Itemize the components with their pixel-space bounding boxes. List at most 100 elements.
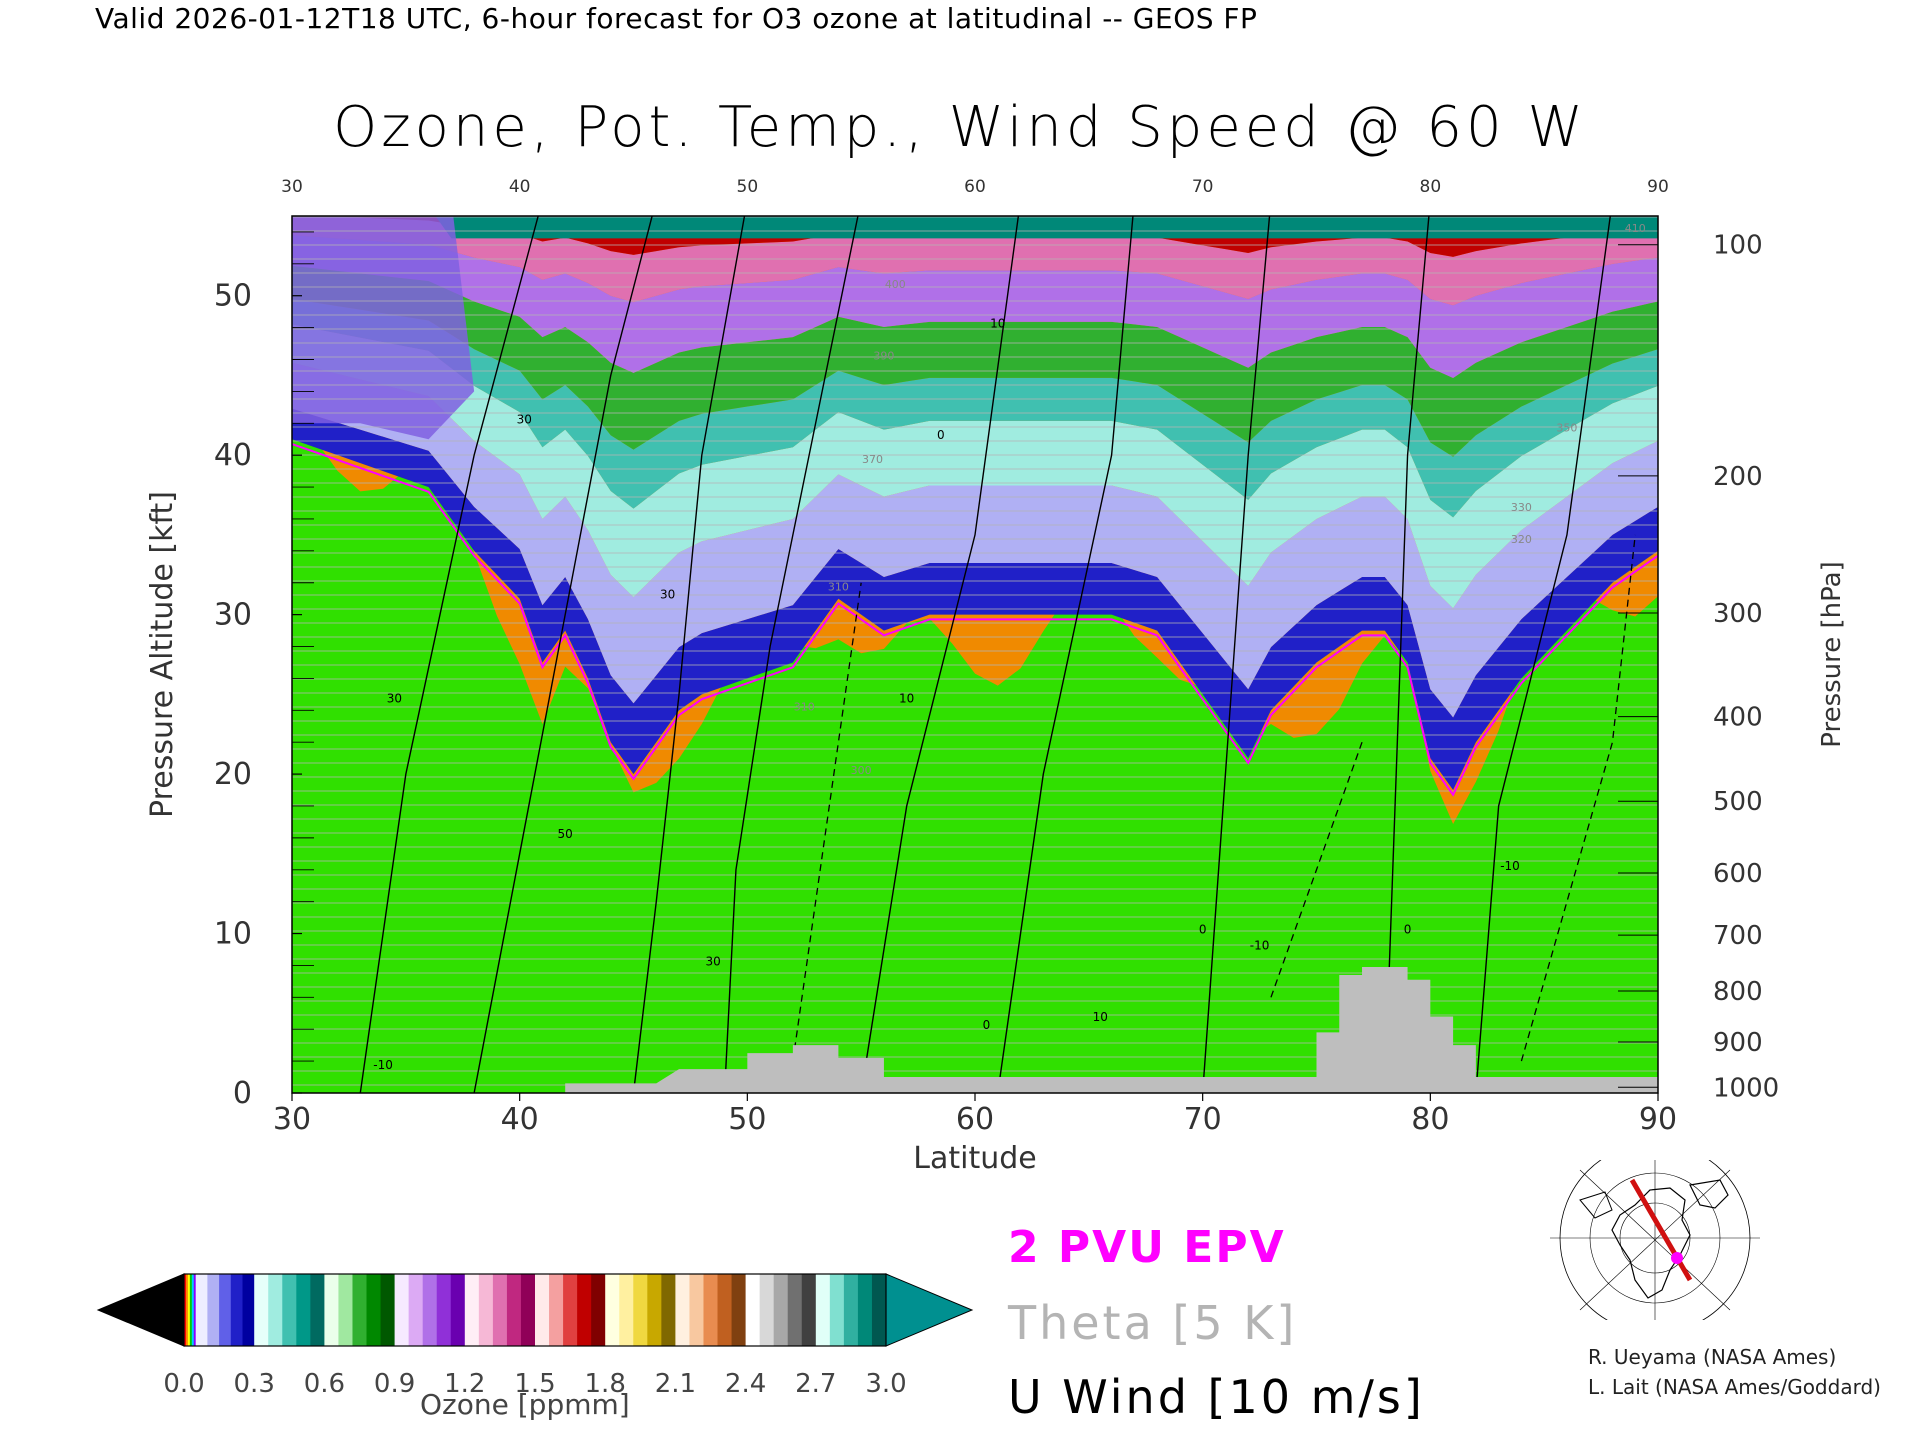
x-tick-label: 70 (1184, 1102, 1222, 1137)
colorbar-swatch (857, 1274, 873, 1346)
chart-title: Ozone, Pot. Temp., Wind Speed @ 60 W (333, 95, 1587, 160)
credit-line-1: R. Ueyama (NASA Ames) (1588, 1345, 1837, 1369)
u-wind-label: -10 (1500, 859, 1520, 873)
theta-label: 310 (794, 700, 815, 713)
colorbar-swatch (219, 1274, 232, 1346)
colorbar-swatch (242, 1274, 255, 1346)
colorbar-tick-label: 1.2 (444, 1369, 485, 1399)
u-wind-negative-contour (792, 582, 862, 1062)
y-tick-label: 10 (214, 917, 252, 952)
y-tick-label: 40 (214, 438, 252, 473)
pressure-tick-label: 700 (1713, 921, 1763, 951)
u-wind-contour (997, 216, 1134, 1093)
colorbar-over-arrow (885, 1273, 974, 1347)
colorbar-swatch (436, 1274, 452, 1346)
x-tick-label: 60 (956, 1102, 994, 1137)
u-wind-label: 10 (990, 317, 1005, 331)
colorbar-swatch (189, 1274, 193, 1346)
section-marker (1671, 1252, 1683, 1264)
section-line (1629, 1178, 1693, 1282)
colorbar-swatch (773, 1274, 789, 1346)
u-wind-contour (632, 216, 746, 1093)
colorbar-swatch (563, 1274, 578, 1346)
colorbar-swatch (338, 1274, 353, 1346)
u-wind-contour (359, 216, 539, 1093)
colorbar-swatch (801, 1274, 817, 1346)
colorbar-tick-label: 0.9 (374, 1369, 415, 1399)
colorbar-swatch (352, 1274, 368, 1346)
colorbar-swatch (195, 1274, 208, 1346)
colorbar-swatch (254, 1274, 269, 1346)
x-top-tick-label: 40 (509, 177, 531, 197)
theta-contours (292, 216, 1658, 1093)
u-wind-contour (1475, 216, 1612, 1093)
colorbar-swatch (605, 1274, 620, 1346)
colorbar-tick-label: 2.1 (655, 1369, 696, 1399)
x-tick-label: 80 (1411, 1102, 1449, 1137)
x-tick-label: 50 (728, 1102, 766, 1137)
theta-label: 350 (1556, 421, 1577, 434)
x-top-tick-label: 30 (281, 177, 303, 197)
u-wind-label: 0 (1199, 923, 1207, 937)
colorbar-swatch (478, 1274, 494, 1346)
colorbar-swatch (535, 1274, 550, 1346)
u-wind-label: 30 (387, 691, 402, 705)
theta-label: 310 (828, 581, 849, 594)
x-tick-label: 30 (273, 1102, 311, 1137)
colorbar-swatch (549, 1274, 564, 1346)
colorbar-swatch (829, 1274, 845, 1346)
pressure-tick-label: 600 (1713, 859, 1763, 889)
u-wind-label: -10 (373, 1058, 393, 1072)
colorbar-under-arrow (96, 1273, 185, 1347)
colorbar-tick-label: 1.5 (514, 1369, 555, 1399)
colorbar-tick-label: 3.0 (865, 1369, 906, 1399)
u-wind-label: 10 (899, 691, 914, 705)
theta-label: 390 (873, 350, 894, 363)
pressure-tick-label: 300 (1713, 599, 1763, 629)
pressure-tick-label: 900 (1713, 1028, 1763, 1058)
y-tick-label: 0 (233, 1076, 252, 1111)
u-wind-contour (1384, 216, 1430, 1093)
theta-label: 370 (862, 453, 883, 466)
colorbar-frame (183, 1273, 887, 1347)
ozone-field (292, 216, 1658, 1093)
colorbar-swatch (207, 1274, 220, 1346)
colorbar-swatch (230, 1274, 243, 1346)
colorbar-swatch (787, 1274, 803, 1346)
colorbar-swatch (703, 1274, 719, 1346)
colorbar-swatch (871, 1274, 887, 1346)
x-top-tick-label: 60 (964, 177, 986, 197)
theta-label: 400 (885, 278, 906, 291)
topography (292, 967, 1658, 1093)
y-axis-label: Pressure Altitude [kft] (145, 491, 180, 818)
y2-axis-label: Pressure [hPa] (1817, 561, 1847, 748)
colorbar-swatch (843, 1274, 859, 1346)
colorbar-swatch (577, 1274, 592, 1346)
x-tick-label: 40 (501, 1102, 539, 1137)
x-tick-label: 90 (1639, 1102, 1677, 1137)
colorbar-swatch (193, 1274, 197, 1346)
theta-label: 410 (1625, 222, 1646, 235)
colorbar-swatch (185, 1274, 189, 1346)
u-wind-label: 0 (937, 428, 945, 442)
colorbar-swatch (394, 1274, 410, 1346)
u-wind-label: 0 (983, 1018, 991, 1032)
colorbar-swatch (366, 1274, 382, 1346)
colorbar-swatch (464, 1274, 480, 1346)
pressure-tick-label: 400 (1713, 703, 1763, 733)
valid-time-line: Valid 2026-01-12T18 UTC, 6-hour forecast… (95, 2, 1258, 35)
epv-2pvu-contour (292, 443, 1658, 797)
colorbar-label: Ozone [ppmm] (420, 1388, 630, 1421)
theta-label: 320 (1511, 533, 1532, 546)
colorbar-swatch (661, 1274, 676, 1346)
colorbar-swatch (187, 1274, 191, 1346)
colorbar-tick-label: 2.4 (725, 1369, 766, 1399)
legend-wind: U Wind [10 m/s] (1008, 1370, 1425, 1424)
colorbar-swatch (717, 1274, 733, 1346)
credit-line-2: L. Lait (NASA Ames/Goddard) (1588, 1375, 1881, 1399)
y-tick-label: 30 (214, 598, 252, 633)
pressure-tick-label: 800 (1713, 977, 1763, 1007)
colorbar-tick-label: 2.7 (795, 1369, 836, 1399)
